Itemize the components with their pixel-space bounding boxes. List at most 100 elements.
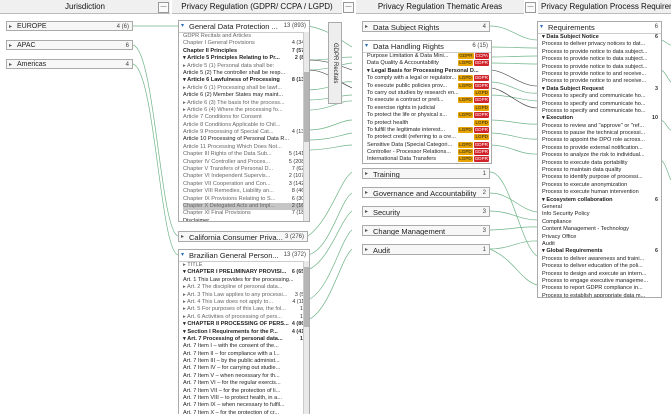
tree-row[interactable]: ▾ Article 5 Principles Relating to Pr...… xyxy=(183,55,309,62)
tree-row[interactable]: Process to review and "approve" or "ref.… xyxy=(542,123,661,130)
tree-row[interactable]: Chapter IX Provisions Relating to S... 6 … xyxy=(183,196,309,203)
tree-row[interactable]: Art. 7 Item VII – for the protection of … xyxy=(183,388,309,395)
tree-row[interactable]: Process to engage executive manageme... xyxy=(542,278,661,285)
tree-row[interactable]: Process to provide notice to and receive… xyxy=(542,71,661,78)
tree-row[interactable]: Process to execute data portability xyxy=(542,160,661,167)
tree-row[interactable]: Sensitive Data (Special Categori... LGPD G… xyxy=(367,141,491,149)
tree-row[interactable]: To exercise rights in judicial LGPD xyxy=(367,104,491,112)
scrollbar-thumb[interactable] xyxy=(304,72,309,142)
tree-row[interactable]: Process to deliver privacy notices to da… xyxy=(542,41,661,48)
tree-row[interactable]: Article 11 Processing Which Does Not...2 xyxy=(183,144,309,151)
tree-row[interactable]: Chapter VIII Remedies, Liability an... 8 … xyxy=(183,188,309,195)
tree-row[interactable]: Article 10 Processing of Personal Data R… xyxy=(183,136,309,143)
tree-row[interactable]: Audit xyxy=(542,241,661,248)
tree-row[interactable]: Process to provide notice to and receive… xyxy=(542,78,661,85)
tree-row[interactable]: International Data Transfers LGPD GDPR xyxy=(367,156,491,163)
theme-node[interactable]: ▸ Audit 1 xyxy=(362,244,490,255)
tree-row[interactable]: ▾ Legal Basis for Processing Personal D.… xyxy=(367,68,491,75)
tree-row[interactable]: Info Security Policy xyxy=(542,211,661,218)
tree-row[interactable]: ▸ Article 6 (3) The basis for the proces… xyxy=(183,100,309,107)
tree-row[interactable]: Art. 1 This Law provides for the process… xyxy=(183,277,309,284)
tree-row[interactable]: Process to execute anonymization xyxy=(542,182,661,189)
tree-row[interactable]: Article 9 Processing of Special Cat... 4 … xyxy=(183,129,309,136)
regulation-node-ccpa[interactable]: ▸ California Consumer Priva... 3 (276) xyxy=(178,231,308,242)
tree-row[interactable]: ▸ Article 6 (4) Where the processing fo.… xyxy=(183,107,309,114)
jurisdiction-node-apac[interactable]: ▸ APAC 6 xyxy=(6,40,133,50)
collapse-column-button[interactable]: — xyxy=(343,2,354,13)
tree-row[interactable]: Article 8 Conditions Applicable to Chil.… xyxy=(183,122,309,129)
tree-row[interactable]: Chapter III Rights of the Data Sub... 5 (… xyxy=(183,151,309,158)
tree-row[interactable]: To fulfill the legitimate interest... LGP… xyxy=(367,126,491,134)
tree-row[interactable]: Art. 7 Item VIII – to protect health, in… xyxy=(183,395,309,402)
tree-row[interactable]: Article 5 (2) The controller shall be re… xyxy=(183,70,309,77)
tree-row[interactable]: ▾ CHAPTER II PROCESSING OF PERS... 4 (86) xyxy=(183,321,309,328)
scrollbar[interactable] xyxy=(303,32,309,221)
tree-row[interactable]: Article 6 (2) Member States may maint... xyxy=(183,92,309,99)
tree-row[interactable]: Purpose Limitation & Data Mini... GDPR CCP… xyxy=(367,53,491,60)
tree-row[interactable]: Chapter XI Final Provisions 7 (18) xyxy=(183,210,309,217)
tree-row[interactable]: Art. 7 Item III – by the public administ… xyxy=(183,358,309,365)
tree-row[interactable]: Process to execute human intervention xyxy=(542,189,661,196)
tree-row[interactable]: Art. 7 Item I – with the consent of the.… xyxy=(183,343,309,350)
tree-row[interactable]: Process to establish appropriate data m.… xyxy=(542,293,661,297)
theme-node[interactable]: ▸ Governance and Accountability 2 xyxy=(362,187,490,198)
tree-row[interactable]: ▾ Data Subject Request 3 xyxy=(542,86,661,93)
tree-row[interactable]: ▸ Article 6 (1) Processing shall be lawf… xyxy=(183,85,309,92)
theme-node[interactable]: ▸ Security 3 xyxy=(362,206,490,217)
tree-row[interactable]: ▾ CHAPTER I PRELIMINARY PROVISI... 6 (65) xyxy=(183,269,309,276)
tree-row[interactable]: Process to identify purpose of processi.… xyxy=(542,174,661,181)
tree-row[interactable]: Chapter I General Provisions 4 (34) xyxy=(183,40,309,47)
tree-row[interactable]: Process to provide notice to data subjec… xyxy=(542,49,661,56)
tree-row[interactable]: Art. 7 Item V – when necessary for th... xyxy=(183,373,309,380)
tree-row[interactable]: Process to report GDPR compliance in... xyxy=(542,285,661,292)
tree-row[interactable]: To execute a contract or preli... LGPD GDP… xyxy=(367,97,491,104)
tree-row[interactable]: Art. 7 Item X – for the protection of cr… xyxy=(183,410,309,414)
tree-row[interactable]: Art. 7 Item IV – for carrying out studie… xyxy=(183,365,309,372)
theme-node-data-subject-rights[interactable]: ▸ Data Subject Rights 4 xyxy=(362,21,490,32)
tree-row[interactable]: Process to maintain data quality xyxy=(542,167,661,174)
tree-row[interactable]: ▾ Global Requirements 6 xyxy=(542,248,661,255)
tree-row[interactable]: ▾ Art. 7 Processing of personal data...1… xyxy=(183,336,309,343)
tree-row[interactable]: ▸ Art. 6 Activities of processing of per… xyxy=(183,314,309,321)
tree-row[interactable]: ▸ Art. 3 This Law applies to any process… xyxy=(183,292,309,299)
tree-row[interactable]: Controller - Processor Relations... LGPD G… xyxy=(367,149,491,156)
theme-node[interactable]: ▸ Change Management 3 xyxy=(362,225,490,236)
lgpd-panel-title[interactable]: ▾ Brazilian General Person... 13 (372) xyxy=(179,250,309,262)
tree-row[interactable]: ▸ Article 5 (1) Personal data shall be:6 xyxy=(183,63,309,70)
tree-row[interactable]: ▸ TITLE2 xyxy=(183,262,309,269)
tree-row[interactable]: Process to provide external notification… xyxy=(542,145,661,152)
tree-row[interactable]: ▸ Art. 2 The discipline of personal data… xyxy=(183,284,309,291)
scrollbar[interactable] xyxy=(303,261,309,414)
gdpr-panel-title[interactable]: ▾ General Data Protection ... 13 (893) xyxy=(179,21,309,33)
tree-row[interactable]: Art. 7 Item VI – for the regular exercis… xyxy=(183,380,309,387)
tree-row[interactable]: Chapter X Delegated Acts and Impl... 2 (1… xyxy=(183,202,309,211)
tree-row[interactable]: Process to design and execute an intern.… xyxy=(542,271,661,278)
tree-row[interactable]: General xyxy=(542,204,661,211)
tree-row[interactable]: Data Quality & Accountability LGPD GDPR xyxy=(367,60,491,67)
tree-row[interactable]: ▾ Execution 10 xyxy=(542,115,661,122)
tree-row[interactable]: To execute public policies prov... LGPD GD… xyxy=(367,82,491,90)
tree-row[interactable]: ▾ Section I Requirements for the P... 4 (… xyxy=(183,329,309,336)
tree-row[interactable]: Process to deliver education of the poli… xyxy=(542,263,661,270)
requirements-panel-title[interactable]: ▾ Requirements 6 xyxy=(538,22,661,34)
tree-row[interactable]: Process to provide notice to data subjec… xyxy=(542,64,661,71)
tree-row[interactable]: To protect health LGPD xyxy=(367,119,491,127)
tree-row[interactable]: To carry out studies by research en... LG… xyxy=(367,89,491,97)
tree-row[interactable]: Process to deliver awareness and traini.… xyxy=(542,256,661,263)
tree-row[interactable]: ▾ Ecosystem collaboration 6 xyxy=(542,197,661,204)
jurisdiction-node-europe[interactable]: ▸ EUROPE 4 (6) xyxy=(6,21,133,31)
theme-node[interactable]: ▸ Training 1 xyxy=(362,168,490,179)
tree-row[interactable]: Chapter IV Controller and Proces... 5 (20… xyxy=(183,159,309,166)
tree-row[interactable]: Process to specify and communicate ho... xyxy=(542,93,661,100)
tree-row[interactable]: Process to specify and communicate ho... xyxy=(542,101,661,108)
data-handling-panel-title[interactable]: ▾ Data Handling Rights 6 (15) xyxy=(363,41,491,53)
tree-row[interactable]: To protect credit (referring to a cre...… xyxy=(367,134,491,141)
tree-row[interactable]: Art. 7 Item II – for compliance with a l… xyxy=(183,351,309,358)
tree-row[interactable]: Chapter V Transfers of Personal D... 7 (6… xyxy=(183,166,309,173)
tree-row[interactable]: Article 7 Conditions for Consent4 xyxy=(183,114,309,121)
tree-row[interactable]: To comply with a legal or regulator... LG… xyxy=(367,75,491,82)
tree-row[interactable]: ▸ Art. 4 This Law does not apply to... 4 … xyxy=(183,299,309,306)
tree-row[interactable]: Process to analyze the risk to individua… xyxy=(542,152,661,159)
tree-row[interactable]: Disclaimer xyxy=(183,218,309,221)
tree-row[interactable]: To protect the life or physical s... LGPD… xyxy=(367,112,491,119)
